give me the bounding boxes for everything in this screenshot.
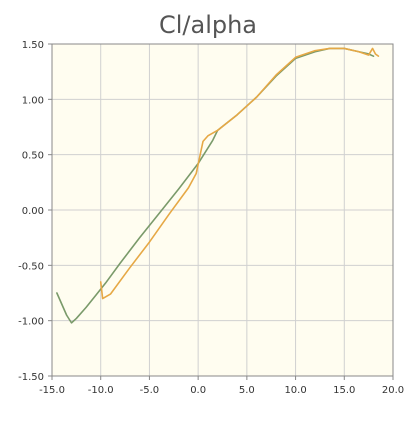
- x-axis: -15.0 -10.0 -5.0 0.0 5.0 10.0 15.0 20.0: [39, 376, 404, 396]
- y-tick-label: -1.00: [18, 317, 44, 328]
- x-tick-label: 15.0: [333, 385, 355, 396]
- y-tick-label: -0.50: [18, 261, 44, 272]
- x-tick-label: 20.0: [382, 385, 404, 396]
- chart-title: Cl/alpha: [159, 11, 257, 39]
- y-axis: -1.50 -1.00 -0.50 0.00 0.50 1.00 1.50: [18, 40, 52, 383]
- x-tick-label: 10.0: [284, 385, 306, 396]
- series-group: [56, 47, 380, 324]
- x-tick-label: -5.0: [140, 385, 160, 396]
- y-tick-label: -1.50: [18, 372, 44, 383]
- series-line-2: [99, 47, 380, 300]
- y-tick-label: 0.50: [22, 151, 44, 162]
- y-tick-label: 1.50: [22, 40, 44, 51]
- x-tick-label: -15.0: [39, 385, 65, 396]
- x-tick-label: 0.0: [190, 385, 206, 396]
- y-tick-label: 0.00: [22, 206, 44, 217]
- x-tick-label: -10.0: [88, 385, 114, 396]
- x-tick-label: 5.0: [239, 385, 255, 396]
- y-tick-label: 1.00: [22, 95, 44, 106]
